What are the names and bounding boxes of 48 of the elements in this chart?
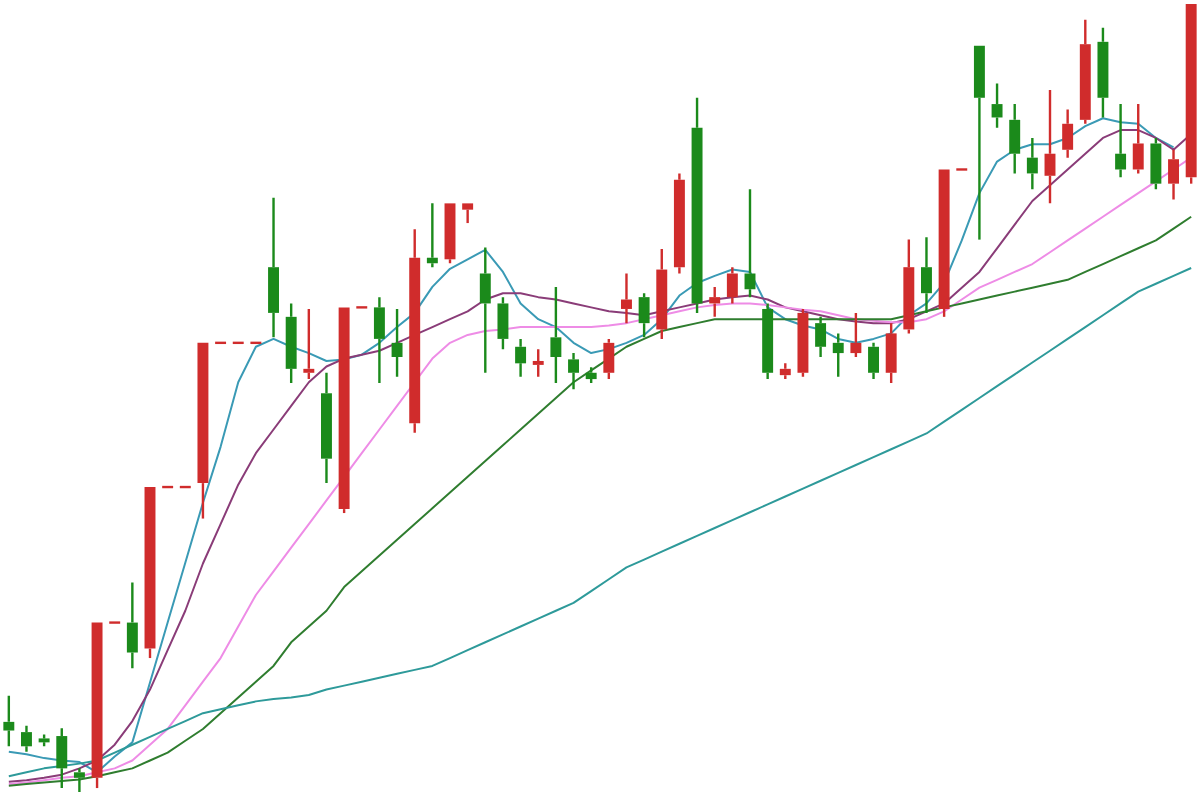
candlestick (638, 292, 650, 339)
candlestick (673, 172, 685, 275)
candlestick (762, 302, 774, 381)
candlestick (744, 187, 756, 299)
candlestick (903, 238, 915, 335)
candlestick (868, 341, 879, 381)
candlestick (1115, 102, 1127, 179)
candlestick (973, 45, 985, 241)
candlestick (321, 371, 332, 485)
candlestick (709, 285, 721, 319)
candlestick (621, 272, 632, 325)
candlestick (285, 302, 297, 385)
candlestick (1132, 102, 1144, 175)
candlestick (479, 246, 491, 374)
candlestick (126, 581, 138, 670)
candlestick (73, 767, 85, 794)
candlestick (691, 96, 703, 315)
candlestick (391, 307, 403, 378)
candlestick (21, 724, 32, 754)
candlestick (726, 265, 738, 305)
candlestick (462, 203, 474, 225)
candlestick (515, 337, 527, 378)
candlestick (3, 694, 15, 748)
candlestick (373, 295, 385, 385)
candlestick (550, 285, 562, 385)
candlestick (303, 307, 315, 381)
candlestick (832, 332, 844, 378)
candlestick (1079, 18, 1091, 125)
candlestick (885, 321, 897, 385)
candlestick (656, 247, 668, 341)
candlestick (921, 236, 932, 315)
candlestick (1097, 26, 1109, 119)
candlestick (1168, 148, 1179, 201)
candlestick (1044, 88, 1056, 205)
candlestick (56, 726, 68, 790)
candlestick (1185, 4, 1197, 185)
candlestick (568, 351, 579, 391)
candlestick (991, 82, 1003, 129)
candlestick (815, 315, 827, 359)
candlestick (532, 347, 544, 378)
candlestick (426, 202, 438, 269)
candlestick (850, 311, 862, 359)
candlestick (1062, 108, 1074, 159)
candlestick (268, 196, 279, 339)
candlestick (197, 342, 209, 520)
candlestick (409, 228, 421, 434)
candlestick (1026, 136, 1038, 191)
candlestick (1009, 102, 1021, 175)
